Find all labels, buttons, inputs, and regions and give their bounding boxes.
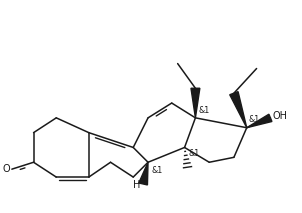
- Text: &1: &1: [198, 106, 210, 115]
- Polygon shape: [139, 162, 148, 185]
- Polygon shape: [247, 114, 272, 128]
- Text: &1: &1: [249, 115, 260, 124]
- Text: H: H: [133, 180, 141, 190]
- Text: O: O: [2, 164, 10, 174]
- Text: &1: &1: [188, 150, 200, 158]
- Polygon shape: [191, 88, 200, 118]
- Polygon shape: [230, 92, 247, 128]
- Text: &1: &1: [152, 166, 163, 175]
- Text: OH: OH: [272, 111, 288, 121]
